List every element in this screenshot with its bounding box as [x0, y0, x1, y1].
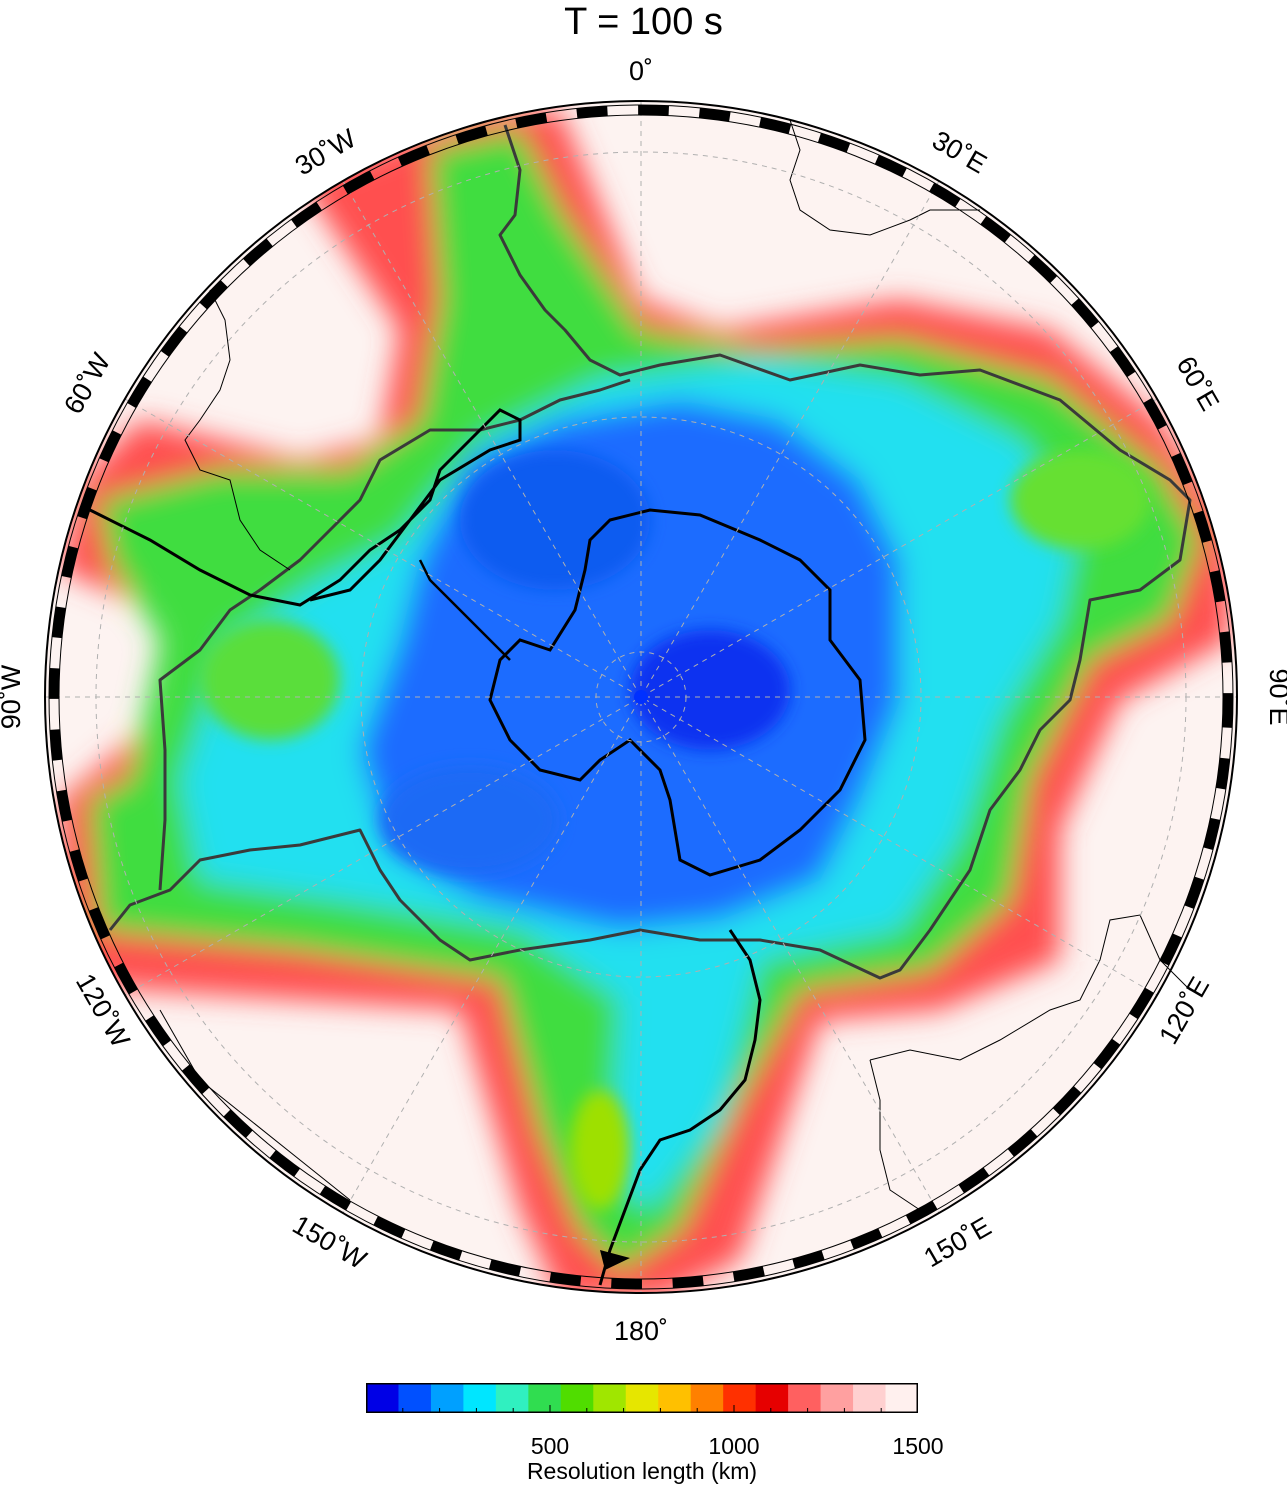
antarctic-peninsula — [418, 559, 511, 661]
lon-label-90w: 90˚W — [0, 664, 26, 729]
macquarie-ridge — [598, 929, 762, 1286]
graticule — [45, 101, 1237, 1293]
colorbar-swatch — [723, 1383, 757, 1413]
antarctica-coastline — [488, 508, 867, 877]
lon-label-60e: 60˚E — [1171, 351, 1226, 415]
map-frame — [44, 100, 1238, 1294]
colorbar-swatch — [430, 1383, 465, 1413]
lon-label-30e: 30˚E — [927, 125, 991, 180]
colorbar-label: Resolution length (km) — [526, 1458, 758, 1484]
lon-label-180: 180˚ — [614, 1316, 668, 1346]
colorbar-swatch — [853, 1383, 887, 1413]
colorbar-swatch — [885, 1383, 918, 1413]
colorbar-swatch — [788, 1383, 822, 1413]
colorbar-swatch — [495, 1383, 529, 1413]
lon-label-30w: 30˚W — [290, 123, 361, 181]
colorbar-tick-label: 1500 — [892, 1433, 944, 1459]
colorbar-swatches — [366, 1383, 918, 1413]
lon-label-90e: 90˚E — [1264, 668, 1287, 725]
colorbar-swatch — [690, 1383, 724, 1413]
colorbar-ticks — [402, 1405, 882, 1413]
lon-label-150e: 150˚E — [919, 1211, 996, 1273]
trench-marker — [600, 1250, 630, 1270]
scotia-arc — [89, 408, 522, 607]
colorbar-swatch — [463, 1383, 497, 1413]
colorbar-swatch — [755, 1383, 789, 1413]
continent-outlines — [159, 119, 1191, 1211]
colorbar-swatch — [658, 1383, 692, 1413]
colorbar-swatch — [820, 1383, 854, 1413]
south-pole-marker — [634, 690, 648, 704]
colorbar-tick-label: 500 — [530, 1433, 570, 1459]
colorbar-swatch — [593, 1383, 627, 1413]
colorbar-swatch — [528, 1383, 562, 1413]
map-title: T = 100 s — [564, 1, 723, 43]
colorbar-swatch — [560, 1383, 594, 1413]
colorbar-swatch — [625, 1383, 659, 1413]
colorbar — [366, 1383, 918, 1413]
colorbar-swatch — [398, 1383, 432, 1413]
lon-label-60w: 60˚W — [58, 348, 116, 419]
lon-label-0: 0˚ — [629, 56, 653, 86]
plate-boundaries — [108, 124, 1192, 980]
colorbar-swatch — [366, 1383, 400, 1413]
colorbar-tick-label: 1000 — [708, 1433, 760, 1459]
